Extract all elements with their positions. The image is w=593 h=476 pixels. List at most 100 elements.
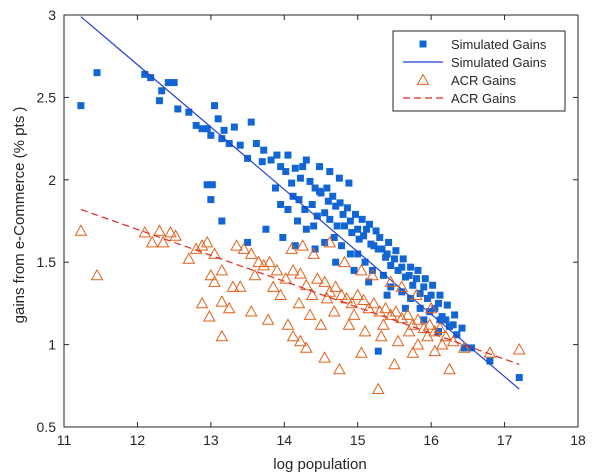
- acr-gains-point: [208, 275, 221, 287]
- simulated-gains-point: [350, 266, 358, 274]
- simulated-gains-point: [147, 74, 155, 82]
- simulated-gains-point: [336, 199, 344, 207]
- acr-gains-point: [294, 334, 307, 347]
- x-axis-label: log population: [273, 456, 366, 473]
- simulated-gains-point: [141, 70, 149, 78]
- simulated-gains-point: [449, 321, 457, 329]
- acr-gains-point: [388, 357, 401, 370]
- simulated-gains-point: [294, 217, 302, 225]
- simulated-gains-point: [394, 266, 402, 274]
- acr-gains-point: [333, 362, 346, 375]
- acr-gains-point: [153, 224, 166, 236]
- x-tick-label: 12: [130, 432, 146, 448]
- acr-gains-point: [374, 329, 388, 342]
- simulated-gains-point: [326, 215, 334, 223]
- acr-gains-point: [200, 235, 214, 248]
- acr-gains-point: [410, 288, 423, 301]
- acr-gains-point: [457, 341, 471, 353]
- simulated-gains-point: [365, 278, 373, 286]
- simulated-gains-point: [323, 184, 331, 192]
- simulated-gains-point: [405, 271, 413, 279]
- simulated-gains-point: [77, 102, 85, 110]
- acr-gains-point: [270, 263, 284, 276]
- acr-gains-point: [169, 229, 182, 241]
- acr-gains-point: [411, 338, 425, 350]
- simulated-gains-point: [436, 316, 444, 324]
- simulated-gains-point: [332, 202, 340, 210]
- simulated-gains-point: [170, 79, 178, 87]
- simulated-gains-point: [198, 125, 206, 133]
- simulated-gains-point: [310, 222, 318, 230]
- simulated-gains-point: [299, 163, 307, 171]
- simulated-gains-point: [218, 217, 226, 225]
- simulated-gains-point: [398, 263, 406, 271]
- acr-gains-point: [222, 301, 236, 314]
- acr-gains-point: [421, 329, 434, 342]
- simulated-gains-point: [291, 242, 299, 250]
- simulated-gains-point: [301, 205, 309, 213]
- acr-gains-point: [401, 308, 414, 320]
- simulated-gains-point: [326, 168, 334, 176]
- simulated-gains-point: [321, 209, 329, 217]
- simulated-gains-point: [258, 158, 266, 166]
- y-tick-label: 3: [48, 7, 56, 23]
- simulated-gains-point: [451, 311, 459, 319]
- acr-gains-point: [208, 247, 221, 259]
- simulated-gains-point: [332, 258, 340, 266]
- acr-gains-point: [215, 329, 229, 342]
- acr-gains-point: [323, 235, 337, 248]
- acr-gains-point: [351, 288, 365, 301]
- acr-gains-point: [327, 305, 341, 317]
- acr-gains-point: [318, 275, 332, 287]
- simulated-gains-point: [273, 151, 281, 159]
- simulated-gains-point: [295, 196, 303, 204]
- acr-gains-point: [395, 280, 409, 292]
- acr-gains-point: [257, 258, 271, 271]
- simulated-gains-point: [164, 79, 172, 87]
- simulated-gains-point: [446, 322, 453, 330]
- simulated-gains-point: [414, 266, 422, 274]
- simulated-gains-point: [392, 247, 400, 255]
- simulated-gains-point: [407, 263, 415, 271]
- y-tick-label: 2: [48, 172, 56, 188]
- simulated-gains-point: [302, 156, 310, 164]
- simulated-gains-point: [282, 168, 290, 176]
- simulated-gains-point: [279, 233, 287, 241]
- simulated-gains-point: [93, 69, 101, 77]
- acr-gains-point: [195, 296, 209, 309]
- simulated-gains-point: [252, 140, 260, 148]
- simulated-gains-point: [192, 121, 200, 129]
- simulated-gains-point: [340, 222, 348, 230]
- simulated-gains-point: [306, 177, 314, 185]
- acr-gains-point: [286, 329, 300, 342]
- simulated-gains-point: [174, 105, 182, 113]
- simulated-gains-point: [329, 192, 337, 200]
- acr-gains-point: [423, 318, 437, 330]
- simulated-gains-point: [407, 294, 415, 302]
- simulated-gains-point: [365, 220, 373, 228]
- simulated-gains-point: [431, 304, 439, 312]
- simulated-gains-point: [343, 204, 351, 212]
- acr-gains-point: [237, 242, 251, 254]
- plot-area: [74, 16, 526, 394]
- acr-gains-point: [379, 301, 392, 314]
- simulated-gains-point: [370, 242, 378, 250]
- simulated-gains-point: [515, 374, 523, 382]
- acr-gains-point: [428, 324, 442, 337]
- acr-gains-point: [395, 311, 409, 324]
- simulated-gains-point: [271, 184, 279, 192]
- simulated-gains-point: [311, 245, 319, 253]
- simulated-gains-point: [401, 273, 409, 281]
- acr-gains-point: [384, 308, 398, 320]
- acr-gains-point: [266, 280, 280, 292]
- simulated-gains-point: [398, 288, 406, 296]
- simulated-gains-point: [387, 261, 395, 269]
- y-tick-label: 1: [48, 337, 56, 353]
- simulated-gains-point: [218, 135, 226, 143]
- acr-gains-point: [244, 305, 258, 317]
- simulated-gains-point: [409, 281, 417, 289]
- x-tick-label: 14: [276, 432, 292, 448]
- x-tick-label: 17: [497, 432, 513, 448]
- simulated-gains-point: [335, 174, 343, 182]
